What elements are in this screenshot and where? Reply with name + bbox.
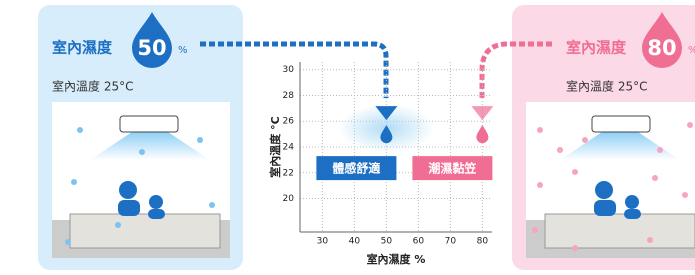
humidity-value: 50 — [137, 36, 166, 60]
arrow-head — [471, 106, 493, 120]
x-tick-label: 60 — [413, 237, 425, 247]
room-illustration — [526, 102, 695, 258]
humidity-value: 80 — [647, 36, 676, 60]
temperature: 室內溫度 25°C — [52, 79, 133, 94]
humidity-label: 室內濕度 — [566, 39, 627, 57]
x-tick-label: 80 — [477, 237, 489, 247]
x-tick-label: 30 — [317, 237, 329, 247]
humidity-label: 室內濕度 — [52, 39, 113, 57]
y-tick-label: 22 — [283, 168, 294, 178]
x-axis-label: 室內濕度 % — [367, 252, 426, 266]
y-tick-label: 30 — [283, 65, 295, 75]
temperature: 室內溫度 25°C — [566, 79, 647, 94]
infographic: 室內濕度 50 % 室內溫度 25°C 室內濕度 80 % 室內溫度 25°C … — [0, 0, 695, 275]
point-label: 體感舒適 — [332, 161, 380, 176]
y-tick-label: 26 — [283, 117, 295, 127]
humidity-unit: % — [688, 45, 695, 56]
y-tick-label: 24 — [283, 143, 295, 153]
point-label: 潮濕黏笠 — [428, 161, 476, 176]
x-tick-label: 70 — [445, 237, 457, 247]
y-tick-label: 28 — [283, 91, 295, 101]
y-axis-label: 室內溫度 °C — [268, 116, 282, 177]
x-tick-label: 40 — [349, 237, 361, 247]
room-illustration — [52, 102, 230, 258]
x-tick-label: 50 — [381, 237, 393, 247]
y-tick-label: 20 — [283, 194, 295, 204]
point — [476, 125, 488, 143]
humidity-unit: % — [178, 45, 188, 56]
